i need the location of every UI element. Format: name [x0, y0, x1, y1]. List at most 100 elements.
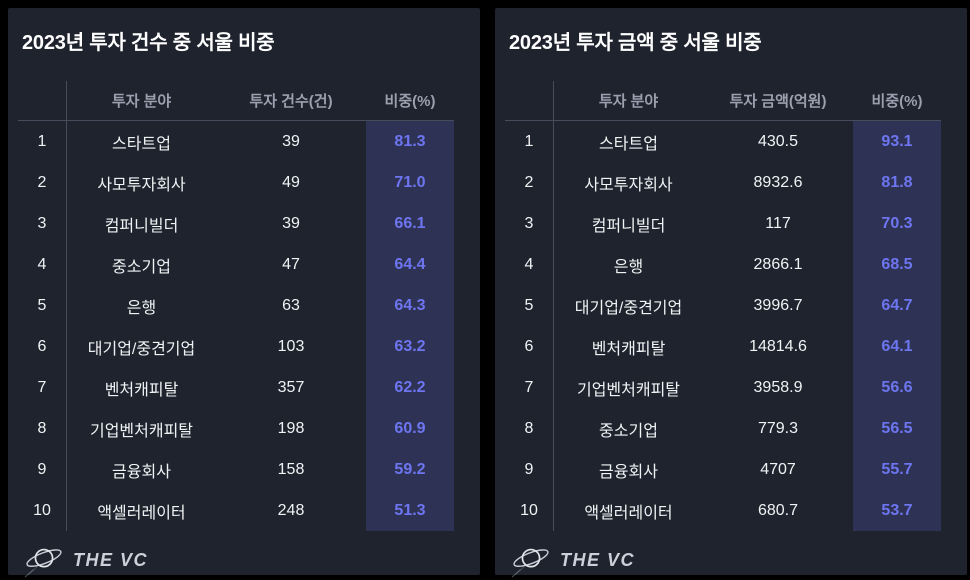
cell-field: 은행	[613, 258, 644, 276]
logo-text: THE VC	[73, 549, 149, 570]
table-row: 9 금융회사 158 59.2	[18, 449, 454, 490]
cell-value: 47	[282, 255, 300, 273]
cell-value: 430.5	[757, 132, 799, 150]
cell-rank: 4	[505, 244, 554, 285]
cell-field: 기업벤처캐피탈	[89, 422, 194, 440]
cell-rank: 5	[18, 285, 67, 326]
header-rank	[505, 81, 554, 120]
table-row: 8 중소기업 779.3 56.5	[505, 408, 941, 449]
cell-share: 93.1	[853, 121, 941, 162]
cell-value: 680.7	[757, 501, 799, 519]
cell-rank: 1	[18, 121, 67, 162]
cell-share: 51.3	[366, 490, 454, 531]
orbit-planet-icon	[24, 548, 62, 578]
table-row: 2 사모투자회사 49 71.0	[18, 162, 454, 203]
header-value: 투자 금액(억원)	[729, 93, 827, 110]
cell-value: 3958.9	[753, 378, 803, 396]
table-row: 9 금융회사 4707 55.7	[505, 449, 941, 490]
cell-rank: 3	[18, 203, 67, 244]
table-body: 1 스타트업 430.5 93.1 2 사모투자회사 8932.6 81.8 3 컴퍼니빌더 117…	[505, 121, 941, 531]
header-rank	[18, 81, 67, 120]
thevc-logo: THE VC	[509, 541, 941, 579]
cell-rank: 2	[18, 162, 67, 203]
cell-rank: 9	[505, 449, 554, 490]
cell-rank: 8	[505, 408, 554, 449]
cell-field: 대기업/중견기업	[574, 299, 683, 317]
header-share: 비중(%)	[384, 93, 436, 110]
cell-share: 71.0	[366, 162, 454, 203]
cell-share: 64.7	[853, 285, 941, 326]
orbit-planet-icon	[511, 548, 549, 578]
investment-count-table: 투자 분야 투자 건수(건) 비중(%) 1 스타트업 39 81.3 2 사모투자회사 4…	[18, 81, 454, 531]
cell-share: 81.8	[853, 162, 941, 203]
header-value: 투자 건수(건)	[249, 93, 333, 110]
cell-value: 103	[277, 337, 305, 355]
cell-rank: 10	[505, 490, 554, 531]
page-title: 2023년 투자 건수 중 서울 비중	[22, 32, 275, 54]
cell-rank: 9	[18, 449, 67, 490]
cell-rank: 3	[505, 203, 554, 244]
table-row: 1 스타트업 430.5 93.1	[505, 121, 941, 162]
cell-share: 64.4	[366, 244, 454, 285]
cell-value: 8932.6	[753, 173, 803, 191]
thevc-logo: THE VC	[22, 541, 454, 579]
table-row: 6 대기업/중견기업 103 63.2	[18, 326, 454, 367]
cell-rank: 1	[505, 121, 554, 162]
table-row: 5 대기업/중견기업 3996.7 64.7	[505, 285, 941, 326]
cell-rank: 8	[18, 408, 67, 449]
cell-field: 컴퍼니빌더	[104, 217, 179, 235]
cell-share: 55.7	[853, 449, 941, 490]
cell-field: 액셀러레이터	[97, 504, 186, 522]
table-row: 1 스타트업 39 81.3	[18, 121, 454, 162]
cell-value: 63	[282, 296, 300, 314]
cell-value: 4707	[760, 460, 796, 478]
cell-field: 스타트업	[112, 135, 171, 153]
table-row: 4 중소기업 47 64.4	[18, 244, 454, 285]
cell-field: 벤처캐피탈	[104, 381, 179, 399]
cell-rank: 6	[18, 326, 67, 367]
cell-value: 3996.7	[753, 296, 803, 314]
page-title: 2023년 투자 금액 중 서울 비중	[509, 32, 762, 54]
table-header-row: 투자 분야 투자 건수(건) 비중(%)	[18, 81, 454, 121]
cell-rank: 7	[18, 367, 67, 408]
cell-share: 59.2	[366, 449, 454, 490]
cell-field: 기업벤처캐피탈	[576, 381, 681, 399]
cell-field: 컴퍼니빌더	[591, 217, 666, 235]
table-row: 2 사모투자회사 8932.6 81.8	[505, 162, 941, 203]
table-row: 10 액셀러레이터 248 51.3	[18, 490, 454, 531]
cell-value: 39	[282, 132, 300, 150]
table-row: 4 은행 2866.1 68.5	[505, 244, 941, 285]
cell-rank: 7	[505, 367, 554, 408]
table-row: 6 벤처캐피탈 14814.6 64.1	[505, 326, 941, 367]
cell-value: 158	[277, 460, 305, 478]
cell-share: 64.1	[853, 326, 941, 367]
cell-value: 14814.6	[749, 337, 807, 355]
cell-value: 198	[277, 419, 305, 437]
table-row: 7 기업벤처캐피탈 3958.9 56.6	[505, 367, 941, 408]
cell-field: 은행	[126, 299, 157, 317]
cell-rank: 5	[505, 285, 554, 326]
cell-field: 벤처캐피탈	[591, 340, 666, 358]
cell-share: 53.7	[853, 490, 941, 531]
cell-share: 60.9	[366, 408, 454, 449]
cell-rank: 2	[505, 162, 554, 203]
investment-amount-table: 투자 분야 투자 금액(억원) 비중(%) 1 스타트업 430.5 93.1 2 사모투…	[505, 81, 941, 531]
table-row: 7 벤처캐피탈 357 62.2	[18, 367, 454, 408]
cell-share: 70.3	[853, 203, 941, 244]
cell-field: 금융회사	[599, 463, 658, 481]
cell-field: 대기업/중견기업	[87, 340, 196, 358]
cell-share: 56.5	[853, 408, 941, 449]
table-row: 8 기업벤처캐피탈 198 60.9	[18, 408, 454, 449]
cell-share: 68.5	[853, 244, 941, 285]
cell-field: 액셀러레이터	[584, 504, 673, 522]
header-field: 투자 분야	[111, 93, 172, 110]
panel-investment-amount: 2023년 투자 금액 중 서울 비중 투자 분야 투자 금액(억원) 비중(%…	[495, 8, 967, 578]
table-body: 1 스타트업 39 81.3 2 사모투자회사 49 71.0 3 컴퍼니빌더 39 66.1 4 중소기…	[18, 121, 454, 531]
header-field: 투자 분야	[598, 93, 659, 110]
cell-value: 117	[765, 214, 791, 232]
cell-value: 779.3	[757, 419, 799, 437]
panel-investment-count: 2023년 투자 건수 중 서울 비중 투자 분야 투자 건수(건) 비중(%)…	[8, 8, 480, 578]
cell-value: 39	[282, 214, 300, 232]
cell-field: 스타트업	[599, 135, 658, 153]
logo-text: THE VC	[560, 549, 636, 570]
